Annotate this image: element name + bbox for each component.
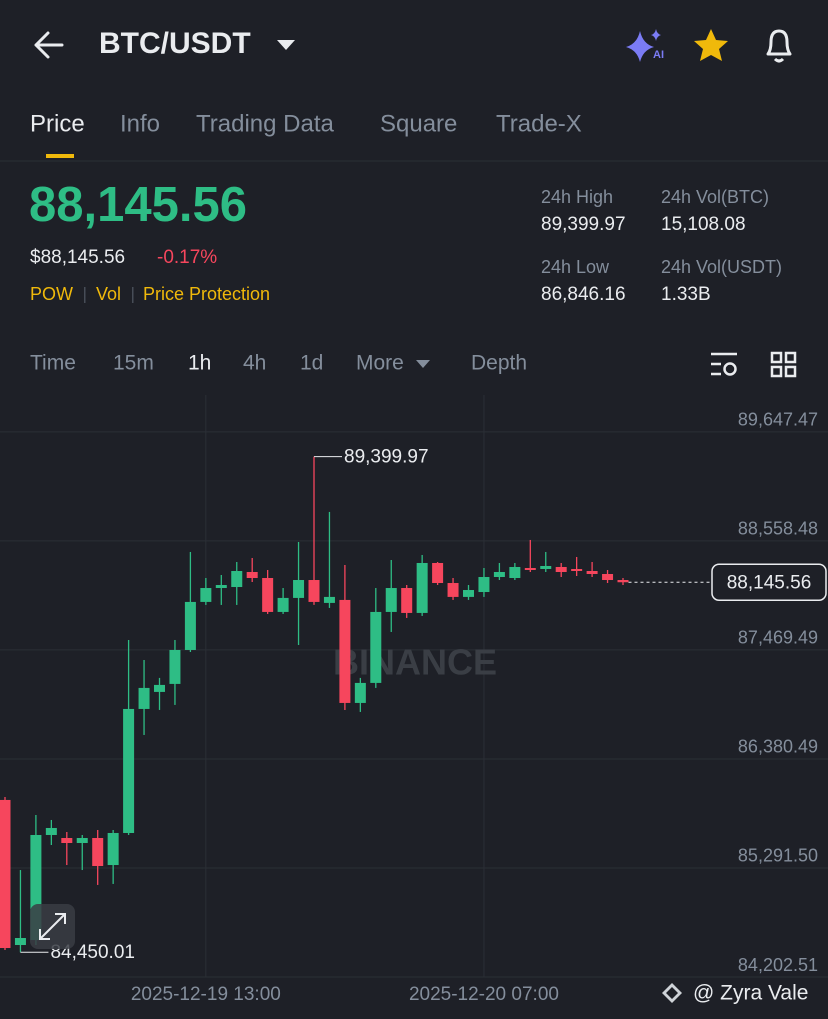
tab[interactable]: Trade-X — [496, 110, 582, 137]
indicator-settings[interactable] — [711, 352, 737, 376]
credit: @ Zyra Vale — [693, 982, 808, 1005]
candle-body — [184, 601, 196, 650]
candle-body — [571, 568, 583, 571]
y-tick-label: 87,469.49 — [738, 628, 818, 648]
y-tick-label: 85,291.50 — [738, 846, 818, 866]
stat-value: 86,846.16 — [541, 284, 626, 305]
candle-body — [509, 566, 521, 579]
price-change: -0.17% — [157, 247, 217, 268]
tag[interactable]: POW — [30, 284, 73, 304]
watermark: BINANCE — [333, 642, 497, 683]
tag[interactable]: Vol — [96, 284, 121, 304]
interval[interactable]: 4h — [243, 352, 266, 375]
notification-bell[interactable] — [766, 29, 792, 63]
back-button[interactable] — [34, 31, 64, 59]
candle-body — [339, 599, 351, 703]
candle-body — [277, 597, 289, 612]
usd-price: $88,145.56 — [30, 247, 125, 268]
candle-body — [61, 837, 73, 844]
candle-body — [138, 687, 150, 709]
favorite-star[interactable] — [694, 29, 728, 61]
layout-toggle[interactable] — [770, 351, 797, 378]
candle-body — [432, 562, 444, 584]
candle-body — [246, 571, 258, 579]
svg-text:AI: AI — [653, 49, 664, 61]
candle-body — [540, 565, 552, 569]
y-tick-label: 84,202.51 — [738, 955, 818, 975]
tab[interactable]: Square — [380, 110, 457, 137]
separator — [132, 287, 134, 303]
tab[interactable]: Price — [30, 110, 85, 137]
candle-body — [555, 566, 567, 572]
candle-body — [385, 588, 397, 612]
more-caret[interactable] — [416, 360, 430, 368]
active-tab-indicator — [46, 154, 74, 158]
stat-label: 24h Vol(USDT) — [661, 257, 782, 277]
expand-button[interactable] — [30, 904, 75, 949]
high-label: 89,399.97 — [344, 447, 429, 468]
candle-body — [0, 799, 11, 949]
stat-label: 24h Vol(BTC) — [661, 187, 769, 207]
candle-body — [370, 611, 382, 683]
stat-value: 1.33B — [661, 284, 711, 305]
stat-label: 24h High — [541, 187, 613, 207]
candle-body — [231, 570, 243, 588]
candlestick-chart: 84,202.51 85,291.50 86,380.49 87,469.49 88,5… — [0, 395, 828, 1005]
y-tick-label: 88,558.48 — [738, 519, 818, 539]
candle-body — [293, 580, 305, 598]
pair-title[interactable]: BTC/USDT — [99, 27, 251, 60]
y-tick-label: 86,380.49 — [738, 737, 818, 757]
last-price-box — [711, 563, 827, 602]
ai-icon[interactable]: AI — [626, 29, 664, 62]
candle-body — [323, 596, 335, 603]
candle-body — [401, 588, 413, 613]
candle-body — [45, 827, 57, 835]
tab[interactable]: Trading Data — [196, 110, 335, 137]
x-tick-label: 2025-12-20 07:00 — [409, 984, 559, 1005]
separator — [84, 287, 86, 303]
tag[interactable]: Price Protection — [143, 284, 270, 304]
candle-body — [123, 708, 135, 833]
last-price: 88,145.56 — [29, 178, 247, 232]
candle-body — [524, 567, 536, 570]
interval[interactable]: 1d — [300, 352, 323, 375]
candle-body — [308, 580, 320, 602]
interval[interactable]: Depth — [471, 352, 527, 375]
candle-body — [107, 832, 119, 866]
candle-body — [92, 837, 104, 867]
interval[interactable]: 1h — [188, 352, 211, 375]
interval[interactable]: More — [356, 352, 404, 375]
interval[interactable]: Time — [30, 352, 76, 375]
candle-body — [463, 590, 474, 597]
candle-body — [30, 834, 42, 941]
candle-body — [354, 682, 366, 703]
stat-label: 24h Low — [541, 257, 610, 277]
last-price-label: 88,145.56 — [727, 572, 812, 593]
candle-body — [14, 938, 26, 946]
candle-body — [416, 562, 428, 613]
credit-logo — [662, 983, 682, 1003]
candle-body — [602, 574, 614, 581]
stat-value: 89,399.97 — [541, 214, 626, 235]
candle-body — [262, 578, 274, 612]
candle-body — [200, 588, 212, 602]
interval[interactable]: 15m — [113, 352, 154, 375]
tab[interactable]: Info — [120, 110, 160, 137]
pair-caret[interactable] — [277, 40, 295, 50]
candle-body — [215, 585, 227, 589]
candle-body — [478, 577, 490, 593]
candle-body — [617, 580, 629, 583]
candle-body — [447, 583, 459, 597]
stat-value: 15,108.08 — [661, 214, 746, 235]
candle-body — [586, 570, 598, 575]
candle-body — [493, 571, 505, 578]
candle-body — [76, 837, 88, 844]
candle-body — [154, 684, 165, 692]
y-tick-label: 89,647.47 — [738, 410, 818, 430]
candle-body — [169, 649, 181, 684]
x-tick-label: 2025-12-19 13:00 — [131, 984, 281, 1005]
